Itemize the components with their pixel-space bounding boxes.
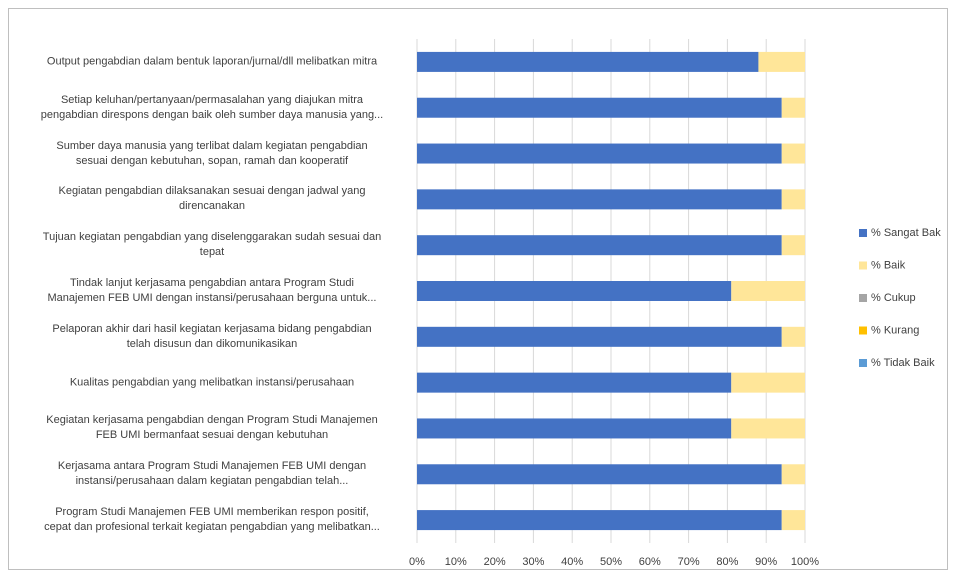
legend-swatch xyxy=(859,359,867,367)
legend-swatch xyxy=(859,229,867,237)
bar-segment xyxy=(417,189,782,210)
bar-segment xyxy=(417,464,782,485)
legend-label: % Tidak Baik xyxy=(871,357,935,369)
y-tick-label: Sumber daya manusia yang terlibat dalam … xyxy=(56,139,368,167)
y-tick-label: Pelaporan akhir dari hasil kegiatan kerj… xyxy=(52,322,372,350)
bar-segment xyxy=(417,235,782,256)
y-tick-label: Kegiatan pengabdian dilaksanakan sesuai … xyxy=(58,185,366,213)
legend-swatch xyxy=(859,326,867,335)
bar-segment xyxy=(781,189,805,210)
x-tick-label: 70% xyxy=(678,556,700,568)
y-tick-label: Kualitas pengabdian yang melibatkan inst… xyxy=(69,376,355,389)
y-tick-label: Setiap keluhan/pertanyaan/permasalahan y… xyxy=(40,93,384,121)
bar-segment xyxy=(417,510,782,531)
bar-segment xyxy=(417,326,782,347)
x-tick-label: 100% xyxy=(791,556,819,568)
x-tick-label: 50% xyxy=(600,556,622,568)
bar-segment xyxy=(731,281,805,301)
bar-segment xyxy=(781,464,805,485)
y-tick-label: Output pengabdian dalam bentuk laporan/j… xyxy=(46,55,378,68)
bar-segment xyxy=(731,372,805,393)
bar-segment xyxy=(417,97,782,118)
bar-segment xyxy=(417,143,782,164)
bar-segment xyxy=(781,235,805,256)
x-tick-label: 0% xyxy=(409,556,425,568)
y-tick-label: Tindak lanjut kerjasama pengabdian antar… xyxy=(47,277,377,304)
bar-segment xyxy=(417,418,732,439)
bar-segment xyxy=(758,51,805,72)
bar-segment xyxy=(781,510,805,531)
bar-segment xyxy=(417,372,732,393)
bar-segment xyxy=(417,51,759,72)
legend-swatch xyxy=(859,294,867,302)
x-tick-label: 30% xyxy=(522,556,544,568)
x-tick-label: 10% xyxy=(445,556,467,568)
y-tick-label: Program Studi Manajemen FEB UMI memberik… xyxy=(44,506,380,534)
x-tick-label: 90% xyxy=(755,556,777,568)
x-tick-label: 80% xyxy=(716,556,738,568)
x-tick-label: 40% xyxy=(561,556,583,568)
y-tick-label: Tujuan kegiatan pengabdian yang diseleng… xyxy=(42,231,382,259)
y-tick-label: Kegiatan kerjasama pengabdian dengan Pro… xyxy=(46,414,378,442)
bar-segment xyxy=(417,281,732,301)
legend-label: % Cukup xyxy=(871,292,916,304)
legend-label: % Sangat Bak xyxy=(871,227,941,239)
y-tick-label: Kerjasama antara Program Studi Manajemen… xyxy=(57,460,367,488)
bar-segment xyxy=(781,143,805,164)
legend-label: % Kurang xyxy=(871,324,919,336)
bar-segment xyxy=(781,326,805,347)
x-tick-label: 20% xyxy=(484,556,506,568)
x-tick-label: 60% xyxy=(639,556,661,568)
bar-segment xyxy=(731,418,805,439)
bar-segment xyxy=(781,97,805,118)
legend-label: % Baik xyxy=(871,259,906,271)
legend-swatch xyxy=(859,261,867,270)
